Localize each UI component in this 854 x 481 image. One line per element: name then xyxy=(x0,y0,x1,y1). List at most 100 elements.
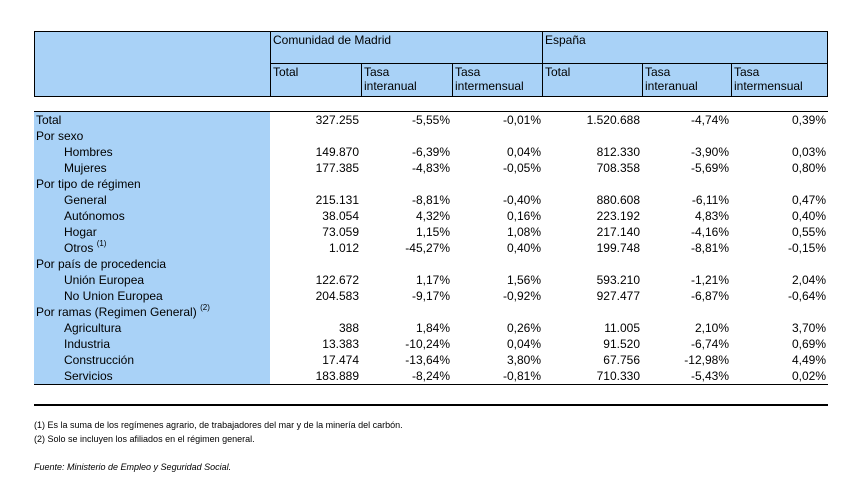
cell-value: 593.210 xyxy=(596,273,640,287)
row-label: Industria xyxy=(34,336,270,352)
row-label-text: Total xyxy=(36,113,62,127)
cell-value: -6,87% xyxy=(690,289,729,303)
row-label: No Union Europea xyxy=(34,288,270,304)
cell-value: 0,55% xyxy=(791,225,826,239)
cell-value: -0,40% xyxy=(502,193,541,207)
cell-value: -5,55% xyxy=(411,113,450,127)
row-label: Por ramas (Regimen General) (2) xyxy=(34,304,270,320)
row-label: Otros (1) xyxy=(34,240,270,256)
cell-value: -6,39% xyxy=(411,145,450,159)
cell-value: -8,81% xyxy=(690,241,729,255)
cell-value: 4,49% xyxy=(791,353,826,367)
table-row: Hombres 149.870 -6,39% 0,04% 812.330 -3,90% 0,… xyxy=(34,144,828,160)
divider-m2 xyxy=(361,63,362,97)
table-row: Autónomos 38.054 4,32% 0,16% 223.192 4,83% 0,4… xyxy=(34,208,828,224)
row-label: Agricultura xyxy=(34,320,270,336)
cell-value: 388 xyxy=(338,321,359,335)
table-row: Por país de procedencia xyxy=(34,256,828,272)
cell-value: 4,83% xyxy=(694,209,729,223)
footnote-ref: (1) xyxy=(96,239,107,248)
cell-value: -6,74% xyxy=(690,337,729,351)
table-row: Por ramas (Regimen General) (2) xyxy=(34,304,828,320)
row-label-text: Industria xyxy=(64,337,111,351)
cell-value: -0,81% xyxy=(502,369,541,383)
col-madrid-intermensual-2: intermensual xyxy=(455,79,524,93)
cell-value: 204.583 xyxy=(315,289,359,303)
table-row: Mujeres 177.385 -4,83% -0,05% 708.358 -5,69% 0… xyxy=(34,160,828,176)
cell-value: -5,43% xyxy=(690,369,729,383)
row-label: Servicios xyxy=(34,368,270,384)
row-label-text: Por sexo xyxy=(36,129,84,143)
cell-value: -0,05% xyxy=(502,161,541,175)
row-label-text: No Union Europea xyxy=(64,289,163,303)
cell-value: -0,92% xyxy=(502,289,541,303)
footnote-rule xyxy=(34,404,828,406)
cell-value: 73.059 xyxy=(322,225,359,239)
cell-value: 223.192 xyxy=(596,209,640,223)
row-label: Total xyxy=(34,112,270,128)
cell-value: 0,80% xyxy=(791,161,826,175)
table-row: No Union Europea 204.583 -9,17% -0,92% 927.4… xyxy=(34,288,828,304)
cell-value: -9,17% xyxy=(411,289,450,303)
cell-value: 183.889 xyxy=(315,369,359,383)
col-madrid-interanual-1: Tasa xyxy=(364,65,390,79)
row-label-text: Por ramas (Regimen General) xyxy=(36,305,197,319)
source-note: Fuente: Ministerio de Empleo y Seguridad… xyxy=(34,462,232,472)
cell-value: 1,56% xyxy=(506,273,541,287)
row-label: Por sexo xyxy=(34,128,270,144)
divider-s2 xyxy=(642,63,643,97)
divider-s3 xyxy=(731,63,732,97)
cell-value: 13.383 xyxy=(322,337,359,351)
table-row: Hogar 73.059 1,15% 1,08% 217.140 -4,16% 0,55% xyxy=(34,224,828,240)
cell-value: 2,04% xyxy=(791,273,826,287)
cell-value: 11.005 xyxy=(604,321,640,335)
footnote-1: (1) Es la suma de los regímenes agrario,… xyxy=(34,420,403,430)
cell-value: 0,03% xyxy=(791,145,826,159)
cell-value: -3,90% xyxy=(690,145,729,159)
cell-value: -0,64% xyxy=(787,289,826,303)
table-row: Industria 13.383 -10,24% 0,04% 91.520 -6,74% 0… xyxy=(34,336,828,352)
cell-value: -5,69% xyxy=(690,161,729,175)
table-row: Por sexo xyxy=(34,128,828,144)
cell-value: 327.255 xyxy=(315,113,359,127)
table-row: Construcción 17.474 -13,64% 3,80% 67.756 -12,… xyxy=(34,352,828,368)
cell-value: 1.012 xyxy=(328,241,359,255)
row-label: General xyxy=(34,192,270,208)
col-spain-intermensual-1: Tasa xyxy=(734,65,760,79)
table-row: Total 327.255 -5,55% -0,01% 1.520.688 -4,74% 0… xyxy=(34,112,828,128)
cell-value: 708.358 xyxy=(596,161,640,175)
divider-spain xyxy=(542,31,543,97)
cell-value: 0,40% xyxy=(791,209,826,223)
row-label: Por país de procedencia xyxy=(34,256,270,272)
cell-value: -8,81% xyxy=(411,193,450,207)
cell-value: 38.054 xyxy=(322,209,359,223)
col-madrid-total: Total xyxy=(273,65,299,79)
row-label-text: Hogar xyxy=(64,225,97,239)
cell-value: 1.520.688 xyxy=(586,113,640,127)
cell-value: -13,64% xyxy=(405,353,450,367)
cell-value: 17.474 xyxy=(322,353,359,367)
cell-value: -0,15% xyxy=(787,241,826,255)
label-column-band xyxy=(34,111,270,384)
cell-value: 3,70% xyxy=(791,321,826,335)
cell-value: -10,24% xyxy=(405,337,450,351)
row-label-text: Servicios xyxy=(64,369,113,383)
cell-value: 67.756 xyxy=(603,353,640,367)
table-row: Otros (1) 1.012 -45,27% 0,40% 199.748 -8,81% -… xyxy=(34,240,828,256)
cell-value: 3,80% xyxy=(506,353,541,367)
cell-value: -1,21% xyxy=(690,273,729,287)
cell-value: 149.870 xyxy=(315,145,359,159)
footnote-2: (2) Solo se incluyen los afiliados en el… xyxy=(34,434,255,444)
cell-value: 91.520 xyxy=(603,337,640,351)
row-label: Hombres xyxy=(34,144,270,160)
cell-value: 0,02% xyxy=(791,369,826,383)
cell-value: 177.385 xyxy=(315,161,359,175)
cell-value: 1,08% xyxy=(506,225,541,239)
cell-value: 122.672 xyxy=(315,273,359,287)
cell-value: 199.748 xyxy=(596,241,640,255)
group-madrid-label: Comunidad de Madrid xyxy=(273,33,392,47)
cell-value: 812.330 xyxy=(596,145,640,159)
row-label: Unión Europea xyxy=(34,272,270,288)
table-top-rule xyxy=(34,111,828,112)
row-label: Por tipo de régimen xyxy=(34,176,270,192)
